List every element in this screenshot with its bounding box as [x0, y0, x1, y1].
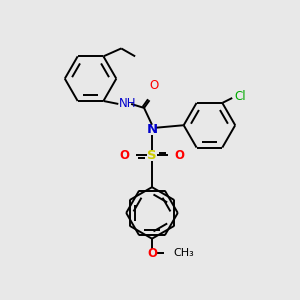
Text: O: O: [147, 247, 157, 260]
Text: Cl: Cl: [234, 91, 246, 103]
Text: N: N: [146, 123, 158, 136]
Text: NH: NH: [119, 98, 137, 110]
Text: O: O: [119, 149, 129, 162]
Text: O: O: [149, 79, 159, 92]
Text: S: S: [147, 149, 157, 162]
Text: CH₃: CH₃: [174, 248, 194, 258]
Text: O: O: [175, 149, 185, 162]
